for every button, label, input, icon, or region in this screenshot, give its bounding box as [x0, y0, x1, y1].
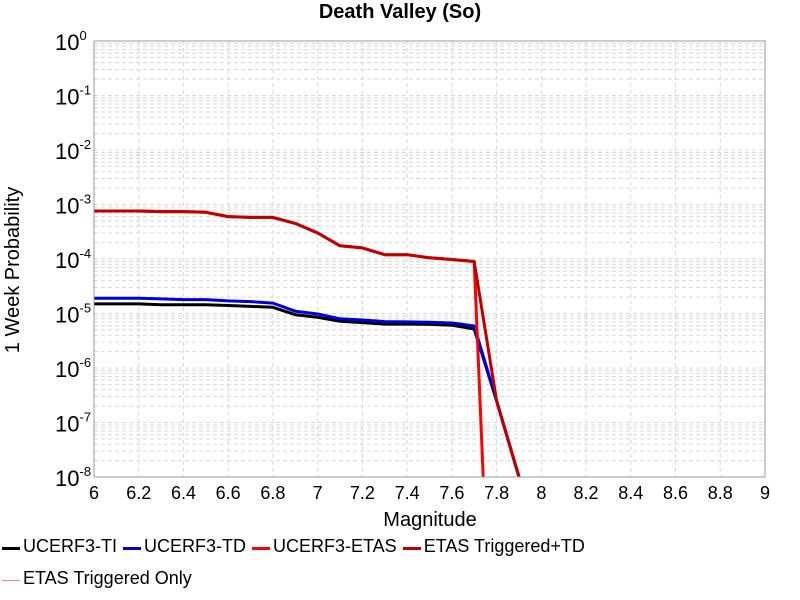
x-tick-label: 7.4: [395, 483, 420, 503]
y-axis-label: 1 Week Probability: [2, 187, 24, 353]
y-tick-label: 10-1: [55, 83, 91, 110]
legend-row-1: UCERF3-TI UCERF3-TD UCERF3-ETAS ETAS Tri…: [2, 536, 591, 557]
x-tick-label: 7.2: [350, 483, 375, 503]
legend-item-ucerf3-td: UCERF3-TD: [123, 536, 246, 557]
x-tick-label: 6.8: [260, 483, 285, 503]
legend-item-etas-triggered-td: ETAS Triggered+TD: [402, 536, 585, 557]
legend-swatch: [2, 547, 20, 550]
series-line-etas-triggered-td: [94, 209, 521, 478]
y-tick-labels: 100 10-1 10-2 10-3 10-4 10-5 10-6 10-7 10-8: [55, 28, 91, 491]
chart-title: Death Valley (So): [319, 1, 481, 23]
legend-swatch: [252, 547, 270, 550]
legend-row-2: ETAS Triggered Only: [2, 568, 198, 589]
legend-swatch: [402, 547, 421, 550]
legend-swatch: [2, 580, 20, 581]
x-tick-label: 6.2: [126, 483, 151, 503]
plot-frame: [93, 40, 766, 478]
x-tick-label: 8.2: [574, 483, 599, 503]
y-tick-label: 10-3: [55, 192, 91, 219]
legend-label: ETAS Triggered+TD: [423, 536, 585, 556]
plot-series: [94, 209, 521, 478]
series-line-ucerf3-td: [94, 296, 521, 478]
legend-label: UCERF3-ETAS: [273, 536, 397, 556]
x-tick-label: 6.4: [171, 483, 196, 503]
x-tick-label: 8.8: [708, 483, 733, 503]
x-tick-labels: 6 6.2 6.4 6.6 6.8 7 7.2 7.4 7.6 7.8 8 8.2 8.4 8.6 8.8 9: [89, 483, 770, 503]
y-tick-label: 10-8: [55, 464, 91, 491]
series-line-ucerf3-ti: [94, 302, 521, 478]
legend-swatch: [123, 547, 141, 550]
y-tick-label: 100: [55, 28, 87, 55]
legend-item-ucerf3-ti: UCERF3-TI: [2, 536, 117, 557]
x-tick-label: 6: [89, 483, 99, 503]
legend-label: UCERF3-TI: [23, 536, 117, 556]
legend-item-ucerf3-etas: UCERF3-ETAS: [252, 536, 397, 557]
y-tick-label: 10-5: [55, 301, 91, 328]
x-tick-label: 8.6: [663, 483, 688, 503]
y-tick-label: 10-4: [55, 246, 91, 273]
y-tick-label: 10-2: [55, 137, 91, 164]
legend-label: ETAS Triggered Only: [23, 568, 192, 588]
y-tick-label: 10-6: [55, 355, 91, 382]
x-tick-label: 7.6: [439, 483, 464, 503]
y-tick-label: 10-7: [55, 410, 91, 437]
x-tick-label: 7.8: [484, 483, 509, 503]
x-axis-label: Magnitude: [383, 509, 476, 531]
x-tick-label: 6.6: [216, 483, 241, 503]
x-tick-label: 9: [760, 483, 770, 503]
legend-item-etas-triggered-only: ETAS Triggered Only: [2, 568, 192, 589]
legend-label: UCERF3-TD: [144, 536, 246, 556]
x-tick-label: 8: [536, 483, 546, 503]
series-line-ucerf3-etas: [94, 209, 485, 478]
x-tick-label: 7: [313, 483, 323, 503]
x-tick-label: 8.4: [618, 483, 643, 503]
